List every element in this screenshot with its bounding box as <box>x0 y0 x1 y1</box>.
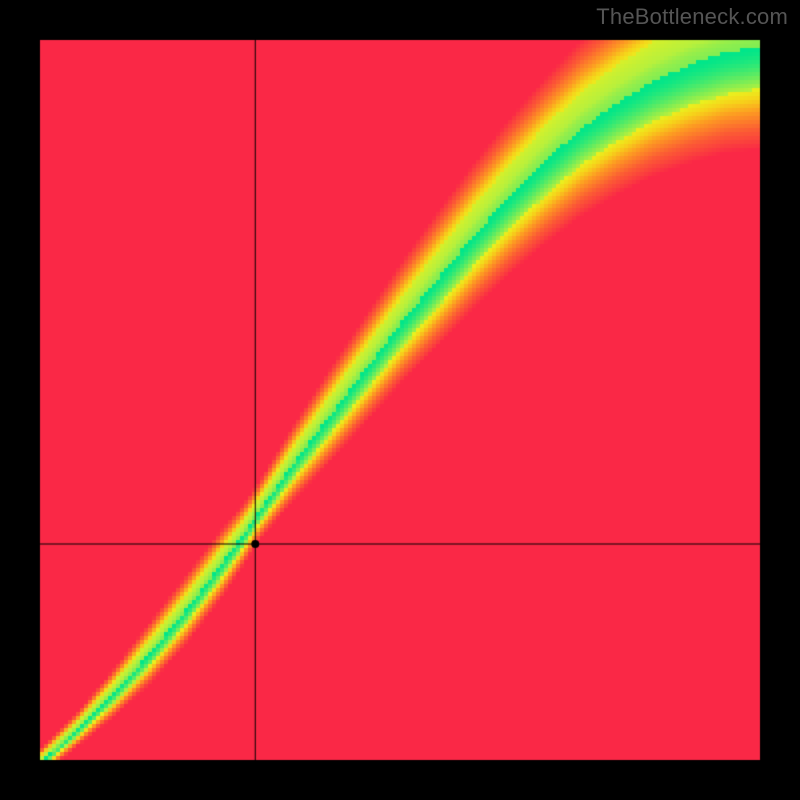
bottleneck-heatmap <box>0 0 800 800</box>
chart-container: TheBottleneck.com <box>0 0 800 800</box>
watermark-label: TheBottleneck.com <box>596 4 788 30</box>
